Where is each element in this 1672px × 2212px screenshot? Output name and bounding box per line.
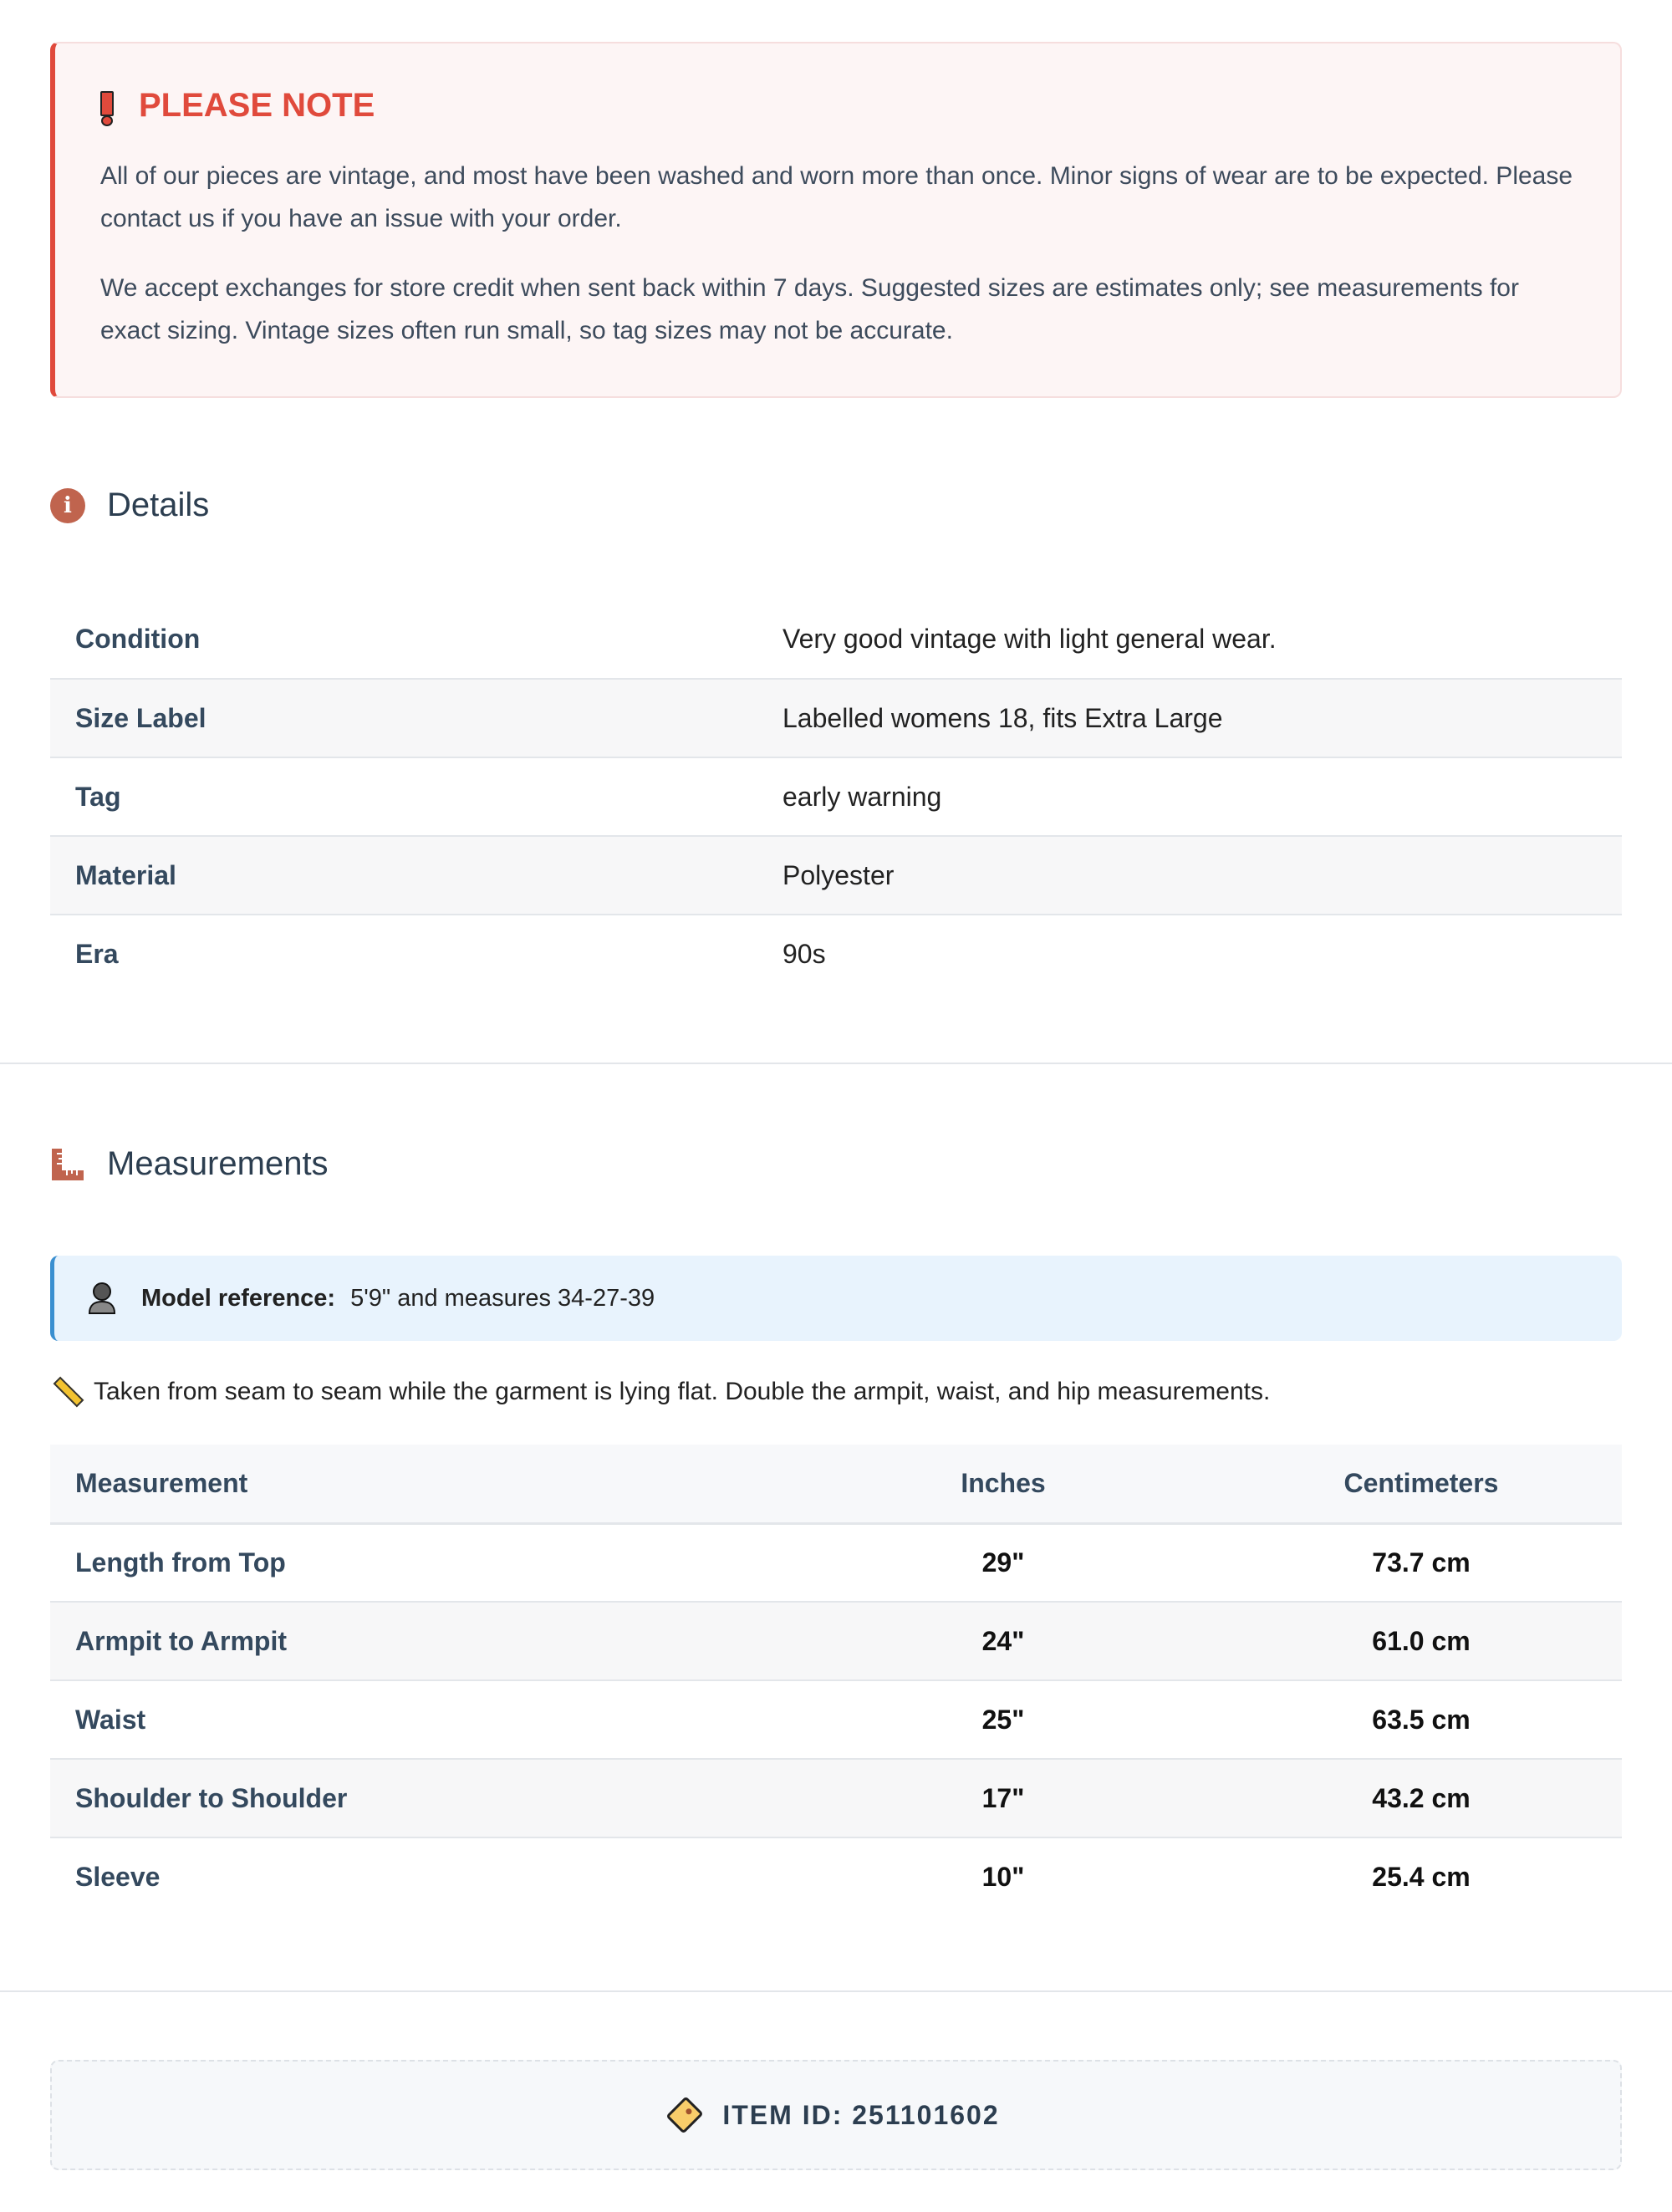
item-id-box: ITEM ID: 251101602 — [50, 2060, 1622, 2170]
measurement-inches: 25" — [786, 1679, 1221, 1759]
model-label: Model reference: — [141, 1284, 336, 1312]
measurement-inches: 24" — [786, 1601, 1221, 1680]
table-row: Waist 25" 63.5 cm — [50, 1679, 1622, 1759]
detail-label: Era — [50, 914, 757, 993]
tag-icon — [665, 2096, 704, 2134]
measurement-name: Shoulder to Shoulder — [50, 1758, 786, 1837]
detail-value: Very good vintage with light general wea… — [782, 624, 1277, 654]
details-title: Details — [107, 487, 210, 523]
alert-paragraph: We accept exchanges for store credit whe… — [100, 274, 1519, 344]
measurement-cm: 43.2 cm — [1221, 1758, 1622, 1837]
section-divider — [0, 1990, 1672, 1992]
detail-label: Tag — [50, 757, 757, 836]
table-row: Armpit to Armpit 24" 61.0 cm — [50, 1601, 1622, 1680]
detail-value: early warning — [757, 757, 1622, 836]
measurements-heading: Measurements — [50, 1145, 329, 1183]
detail-label: Size Label — [50, 678, 757, 757]
item-id: ITEM ID: 251101602 — [722, 2099, 1000, 2130]
exclamation-icon — [100, 90, 114, 126]
table-row: Sleeve 10" 25.4 cm — [50, 1837, 1622, 1916]
measurement-inches: 10" — [786, 1837, 1221, 1916]
detail-value: Polyester — [757, 835, 1622, 915]
model-value: 5'9" and measures 34-27-39 — [350, 1284, 655, 1312]
table-header-row: Measurement Inches Centimeters — [50, 1445, 1622, 1525]
table-row: Condition Very good vintage with light ge… — [50, 600, 1622, 679]
table-row: Era 90s — [50, 914, 1622, 993]
note-text: Taken from seam to seam while the garmen… — [94, 1378, 1271, 1405]
section-divider — [0, 1063, 1672, 1064]
header-measurement: Measurement — [50, 1445, 786, 1525]
detail-label: Condition — [75, 624, 201, 654]
model-reference: Model reference: 5'9" and measures 34-27… — [50, 1256, 1622, 1341]
measurement-name: Sleeve — [50, 1837, 786, 1916]
alert-paragraph: All of our pieces are vintage, and most … — [100, 162, 1573, 232]
measurement-name: Length from Top — [75, 1547, 286, 1577]
header-inches: Inches — [786, 1445, 1221, 1525]
table-row: Length from Top 29" 73.7 cm — [50, 1523, 1622, 1602]
details-heading: i Details — [50, 487, 209, 524]
straight-ruler-icon — [53, 1376, 84, 1408]
details-table: Condition Very good vintage with light ge… — [50, 600, 1622, 993]
measurement-cm: 63.5 cm — [1221, 1679, 1622, 1759]
measurement-inches: 29" — [981, 1547, 1025, 1577]
measurement-inches: 17" — [786, 1758, 1221, 1837]
measurement-name: Armpit to Armpit — [50, 1601, 786, 1680]
alert-title-text: PLEASE NOTE — [139, 87, 375, 124]
detail-value: 90s — [757, 914, 1622, 993]
measurement-note: Taken from seam to seam while the garmen… — [52, 1376, 1271, 1408]
info-icon: i — [50, 487, 85, 523]
table-row: Material Polyester — [50, 835, 1622, 915]
measurements-table: Measurement Inches Centimeters Length fr… — [50, 1445, 1622, 1916]
measurement-name: Waist — [50, 1679, 786, 1759]
detail-value: Labelled womens 18, fits Extra Large — [757, 678, 1622, 757]
table-row: Tag early warning — [50, 757, 1622, 836]
please-note-alert: PLEASE NOTE All of our pieces are vintag… — [50, 42, 1622, 398]
table-row: Shoulder to Shoulder 17" 43.2 cm — [50, 1758, 1622, 1837]
person-icon — [88, 1282, 116, 1314]
ruler-icon — [50, 1147, 85, 1182]
measurement-cm: 61.0 cm — [1221, 1601, 1622, 1680]
alert-title: PLEASE NOTE — [100, 87, 1575, 126]
measurement-cm: 25.4 cm — [1221, 1837, 1622, 1916]
measurements-title: Measurements — [107, 1145, 329, 1182]
header-centimeters: Centimeters — [1221, 1445, 1622, 1525]
table-row: Size Label Labelled womens 18, fits Extra… — [50, 678, 1622, 757]
measurement-cm: 73.7 cm — [1372, 1547, 1471, 1577]
detail-label: Material — [50, 835, 757, 915]
